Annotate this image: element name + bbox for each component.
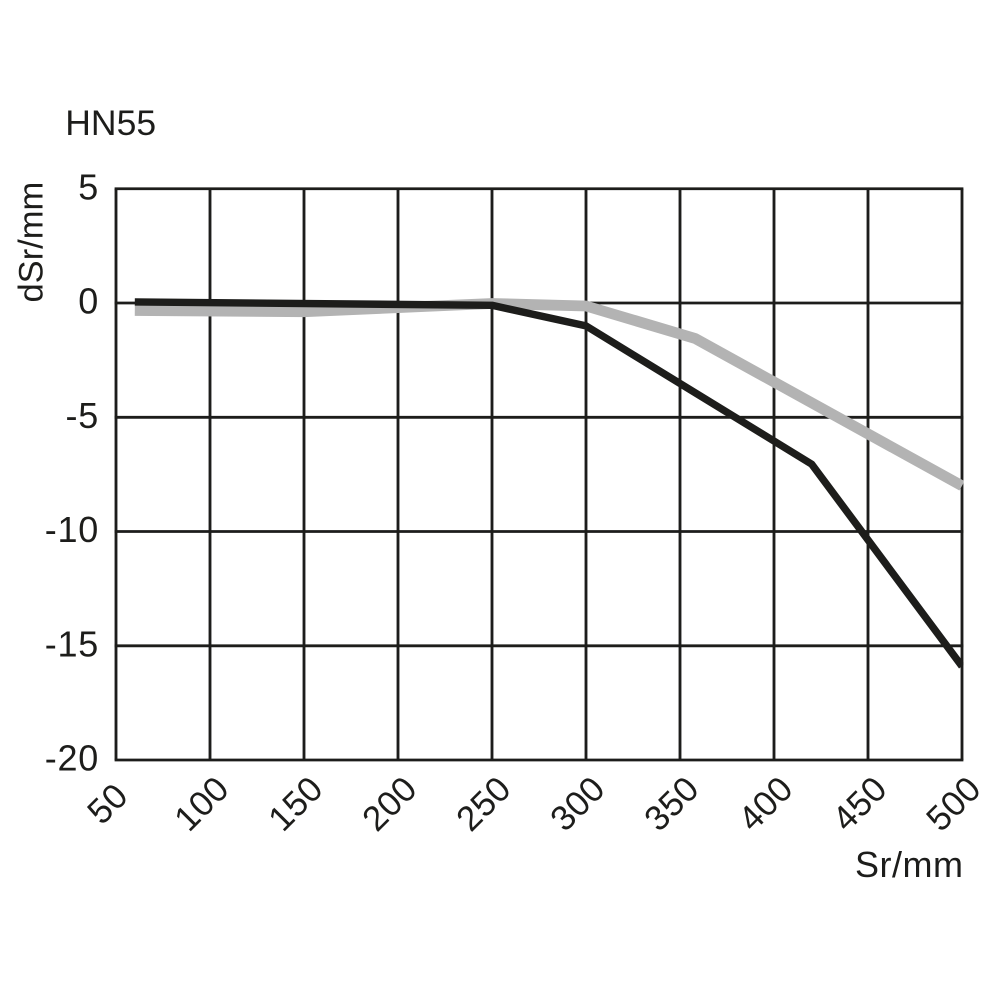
- svg-text:5: 5: [78, 166, 99, 207]
- svg-text:-15: -15: [45, 623, 99, 664]
- svg-text:-10: -10: [45, 509, 99, 550]
- svg-text:350: 350: [637, 769, 707, 839]
- svg-text:450: 450: [825, 769, 895, 839]
- svg-text:Sr/mm: Sr/mm: [855, 844, 963, 885]
- svg-text:dSr/mm: dSr/mm: [13, 182, 51, 303]
- svg-text:50: 50: [80, 776, 136, 832]
- svg-text:400: 400: [731, 769, 801, 839]
- svg-text:250: 250: [449, 769, 519, 839]
- svg-text:-20: -20: [45, 738, 99, 779]
- svg-text:0: 0: [78, 281, 99, 322]
- svg-text:-5: -5: [65, 395, 99, 436]
- svg-text:HN55: HN55: [65, 103, 156, 143]
- svg-text:300: 300: [543, 769, 613, 839]
- svg-text:500: 500: [919, 769, 989, 839]
- svg-text:100: 100: [167, 769, 237, 839]
- svg-text:200: 200: [355, 769, 425, 839]
- svg-text:150: 150: [261, 769, 331, 839]
